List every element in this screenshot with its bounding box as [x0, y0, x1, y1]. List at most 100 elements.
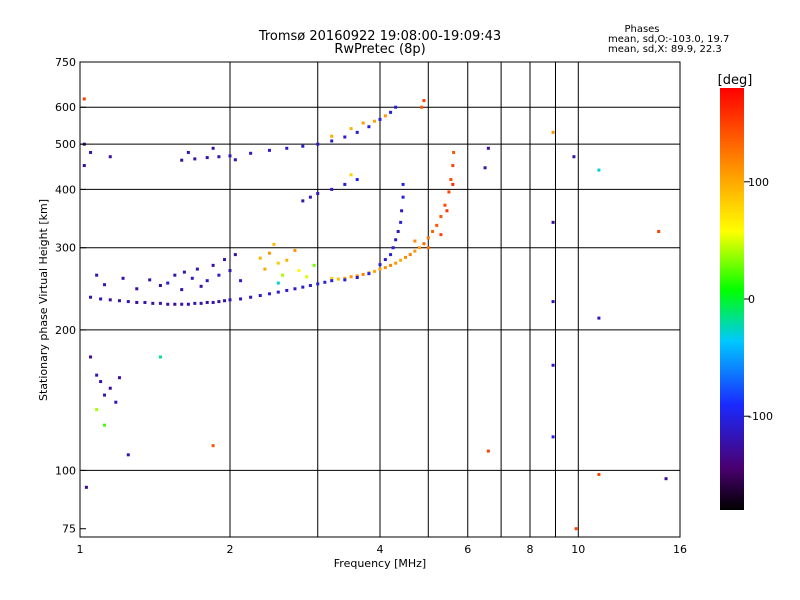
data-point: [367, 272, 371, 276]
data-point: [361, 272, 365, 276]
data-point: [551, 220, 555, 224]
data-point: [158, 283, 162, 287]
data-point: [173, 302, 177, 306]
data-point: [276, 261, 280, 265]
phases-o-stats: mean, sd,O:-103.0, 19.7: [608, 34, 729, 45]
data-point: [263, 267, 267, 271]
data-point: [205, 279, 209, 283]
data-point: [143, 300, 147, 304]
data-point: [121, 276, 125, 280]
y-tick-label: 750: [55, 56, 76, 69]
data-point: [330, 279, 334, 283]
data-point: [217, 300, 221, 304]
data-point: [361, 121, 365, 125]
data-point: [572, 155, 576, 159]
data-point: [349, 275, 353, 279]
data-point: [394, 105, 398, 109]
chart-title: Tromsø 20160922 19:08:00-19:09:43: [258, 29, 501, 44]
data-point: [211, 444, 215, 448]
y-tick-label: 200: [55, 324, 76, 337]
data-point: [408, 253, 412, 257]
x-tick-label: 8: [527, 543, 534, 556]
data-point: [403, 255, 407, 259]
x-tick-labels: 1 2 4 6 8 10 16: [77, 543, 688, 556]
data-point: [285, 258, 289, 262]
data-point: [267, 148, 271, 152]
data-point: [211, 146, 215, 150]
data-point: [205, 156, 209, 160]
data-point: [343, 182, 347, 186]
data-point: [301, 285, 305, 289]
data-point: [193, 157, 197, 161]
data-point: [228, 154, 232, 158]
data-point: [205, 300, 209, 304]
x-axis-label: Frequency [MHz]: [334, 557, 426, 570]
x-tick-label: 10: [571, 543, 585, 556]
data-point: [297, 269, 301, 273]
data-point: [228, 269, 232, 273]
data-point: [285, 288, 289, 292]
x-tick-label: 1: [77, 543, 84, 556]
data-point: [276, 290, 280, 294]
data-point: [597, 473, 601, 477]
data-point: [89, 295, 93, 299]
data-point: [400, 209, 404, 213]
data-point: [330, 187, 334, 191]
data-point: [389, 110, 393, 114]
data-point: [308, 283, 312, 287]
data-point: [258, 294, 262, 298]
data-point: [452, 150, 456, 154]
data-point: [272, 242, 276, 246]
data-point: [394, 238, 398, 242]
data-point: [103, 393, 107, 397]
data-point: [316, 282, 320, 286]
data-point: [186, 302, 190, 306]
data-point: [217, 155, 221, 159]
data-point: [108, 155, 112, 159]
data-point: [597, 168, 601, 172]
data-point: [199, 284, 203, 288]
data-point: [126, 300, 130, 304]
data-point: [305, 275, 309, 279]
data-point: [439, 214, 443, 218]
data-point: [349, 173, 353, 177]
data-point: [276, 281, 280, 285]
data-point: [355, 178, 359, 182]
data-point: [233, 158, 237, 162]
data-point: [355, 274, 359, 278]
data-point: [82, 164, 86, 168]
y-tick-label: 600: [55, 101, 76, 114]
data-point: [211, 263, 215, 267]
plot-frame: [79, 61, 681, 538]
colorbar: [720, 88, 744, 510]
data-point: [486, 146, 490, 150]
data-point: [336, 277, 340, 281]
data-point: [483, 166, 487, 170]
data-point: [574, 527, 578, 531]
data-point: [166, 281, 170, 285]
data-point: [158, 301, 162, 305]
data-point: [180, 302, 184, 306]
data-point: [316, 192, 320, 196]
data-point: [426, 236, 430, 240]
data-point: [330, 139, 334, 143]
data-point: [389, 263, 393, 267]
data-point: [223, 299, 227, 303]
data-point: [195, 267, 199, 271]
x-tick-label: 16: [673, 543, 687, 556]
data-point: [323, 280, 327, 284]
data-point: [293, 287, 297, 291]
data-point: [399, 220, 403, 224]
colorbar-tick-label: 0: [748, 293, 755, 306]
data-point: [657, 230, 661, 234]
data-point: [330, 276, 334, 280]
data-point: [267, 292, 271, 296]
data-point: [355, 276, 359, 280]
data-point: [233, 253, 237, 257]
data-point: [316, 142, 320, 146]
data-point: [95, 408, 99, 412]
data-point: [391, 246, 395, 250]
chart-subtitle: RwPretec (8p): [334, 42, 425, 57]
data-point: [343, 278, 347, 282]
